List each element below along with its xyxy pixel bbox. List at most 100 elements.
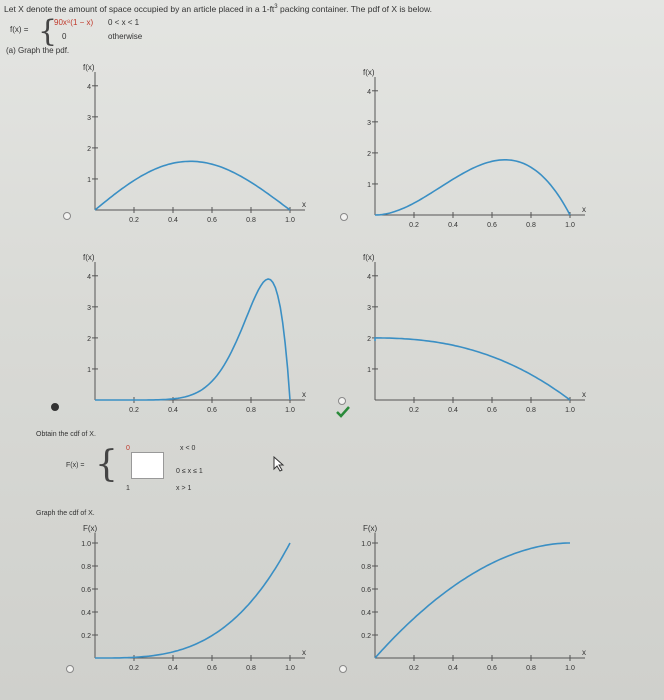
y-tick-label: 2 (87, 336, 91, 343)
y-axis-label: f(x) (83, 63, 95, 72)
question-text: Let X denote the amount of space occupie… (4, 4, 432, 14)
y-tick-label: 4 (367, 274, 371, 281)
x-tick-label: 1.0 (565, 222, 575, 229)
y-axis-label: f(x) (83, 253, 95, 262)
y-tick-label: 0.8 (81, 564, 91, 571)
cdf-brace: { (95, 444, 118, 485)
x-axis-label: x (302, 200, 306, 209)
x-tick-label: 1.0 (285, 217, 295, 224)
y-tick-label: 1.0 (361, 541, 371, 548)
cdf-option-1-radio[interactable] (66, 665, 74, 673)
x-tick-label: 0.4 (448, 407, 458, 414)
x-tick-label: 0.2 (409, 222, 419, 229)
question-exponent: 3 (274, 4, 278, 11)
y-tick-label: 1 (87, 177, 91, 184)
x-tick-label: 1.0 (565, 407, 575, 414)
pdf-option-4-radio[interactable] (338, 397, 346, 405)
pdf-case1-cond: 0 < x < 1 (108, 18, 140, 27)
x-tick-label: 0.8 (526, 222, 536, 229)
cdf-option-2-graph: F(x) x 0.2 0.4 0.6 0.8 1.0 0.2 0.4 0.6 0.8 1.0 (361, 524, 586, 672)
cdf-answer-input[interactable] (131, 452, 164, 479)
pdf-option-1-graph: f(x) x 1 2 3 4 0.2 0.4 0.6 0.8 1.0 (83, 63, 306, 224)
pdf-case2: 0 (62, 32, 67, 41)
cdf-case2-cond: 0 ≤ x ≤ 1 (176, 468, 203, 475)
y-tick-label: 1.0 (81, 541, 91, 548)
x-tick-label: 0.2 (129, 665, 139, 672)
y-axis-label: f(x) (363, 253, 375, 262)
pdf-brace: { (38, 14, 58, 49)
cdf-option-1-graph: F(x) x 0.2 0.4 0.6 0.8 1.0 0.2 0.4 0.6 0.8 1.0 (81, 524, 306, 672)
y-tick-label: 2 (367, 151, 371, 158)
y-tick-label: 3 (367, 120, 371, 127)
y-tick-label: 0.4 (361, 610, 371, 617)
x-tick-label: 0.2 (129, 217, 139, 224)
x-tick-label: 0.6 (207, 217, 217, 224)
x-axis-label: x (302, 390, 306, 399)
x-tick-label: 0.6 (207, 407, 217, 414)
part-a-label: (a) Graph the pdf. (6, 46, 70, 55)
y-tick-label: 0.4 (81, 610, 91, 617)
x-axis-label: x (582, 205, 586, 214)
x-tick-label: 0.4 (448, 665, 458, 672)
y-tick-label: 4 (87, 274, 91, 281)
x-axis-label: x (582, 648, 586, 657)
pdf-label: f(x) = (10, 25, 29, 34)
y-tick-label: 0.6 (361, 587, 371, 594)
pdf-option-4-graph: f(x) x 1 2 3 4 0.2 0.4 0.6 0.8 1.0 (363, 253, 586, 414)
x-tick-label: 1.0 (285, 665, 295, 672)
x-tick-label: 0.6 (487, 665, 497, 672)
x-tick-label: 1.0 (285, 407, 295, 414)
y-axis-label: f(x) (363, 68, 375, 77)
pdf-option-3-radio[interactable] (51, 403, 59, 411)
x-tick-label: 0.6 (487, 407, 497, 414)
y-tick-label: 1 (367, 182, 371, 189)
x-tick-label: 0.8 (526, 407, 536, 414)
x-tick-label: 0.2 (409, 407, 419, 414)
question-text-end: packing container. The pdf of X is below… (277, 4, 432, 14)
x-tick-label: 0.4 (448, 222, 458, 229)
cdf-option-2-radio[interactable] (339, 665, 347, 673)
x-tick-label: 0.4 (168, 665, 178, 672)
y-tick-label: 3 (87, 115, 91, 122)
y-tick-label: 4 (87, 84, 91, 91)
question-text-start: Let X denote the amount of space occupie… (4, 4, 275, 14)
curve-line (374, 542, 570, 659)
x-tick-label: 0.6 (207, 665, 217, 672)
x-tick-label: 0.8 (246, 217, 256, 224)
curve-line (374, 337, 571, 401)
pdf-option-3-graph: f(x) x 1 2 3 4 0.2 0.4 0.6 0.8 1.0 (83, 253, 306, 414)
cdf-case1-cond: x < 0 (180, 445, 196, 452)
x-tick-label: 0.4 (168, 407, 178, 414)
y-tick-label: 0.6 (81, 587, 91, 594)
pdf-option-2-graph: f(x) x 1 2 3 4 0.2 0.4 0.6 0.8 1.0 (363, 68, 586, 229)
y-tick-label: 4 (367, 89, 371, 96)
curve-line (374, 159, 571, 216)
y-tick-label: 2 (87, 146, 91, 153)
y-tick-label: 0.8 (361, 564, 371, 571)
y-tick-label: 3 (367, 305, 371, 312)
x-tick-label: 0.2 (129, 407, 139, 414)
correct-check-icon (336, 406, 350, 418)
curve-line (95, 278, 291, 401)
y-axis-label: F(x) (363, 524, 378, 533)
x-tick-label: 0.8 (246, 665, 256, 672)
x-tick-label: 1.0 (565, 665, 575, 672)
x-tick-label: 0.6 (487, 222, 497, 229)
pdf-option-1-radio[interactable] (63, 212, 71, 220)
mouse-cursor-icon (273, 456, 285, 472)
pdf-option-2-radio[interactable] (340, 213, 348, 221)
x-tick-label: 0.4 (168, 217, 178, 224)
cdf-fx-label: F(x) = (66, 462, 85, 469)
x-axis-label: x (582, 390, 586, 399)
cdf-section-label: Obtain the cdf of X. (36, 431, 96, 438)
cdf-case3-value: 1 (126, 485, 130, 492)
y-tick-label: 0.2 (81, 633, 91, 640)
cdf-case1-value: 0 (126, 445, 130, 452)
y-tick-label: 1 (367, 367, 371, 374)
pdf-case2-cond: otherwise (108, 32, 143, 41)
y-tick-label: 2 (367, 336, 371, 343)
curve-line (94, 160, 291, 211)
y-axis-label: F(x) (83, 524, 98, 533)
x-tick-label: 0.8 (526, 665, 536, 672)
